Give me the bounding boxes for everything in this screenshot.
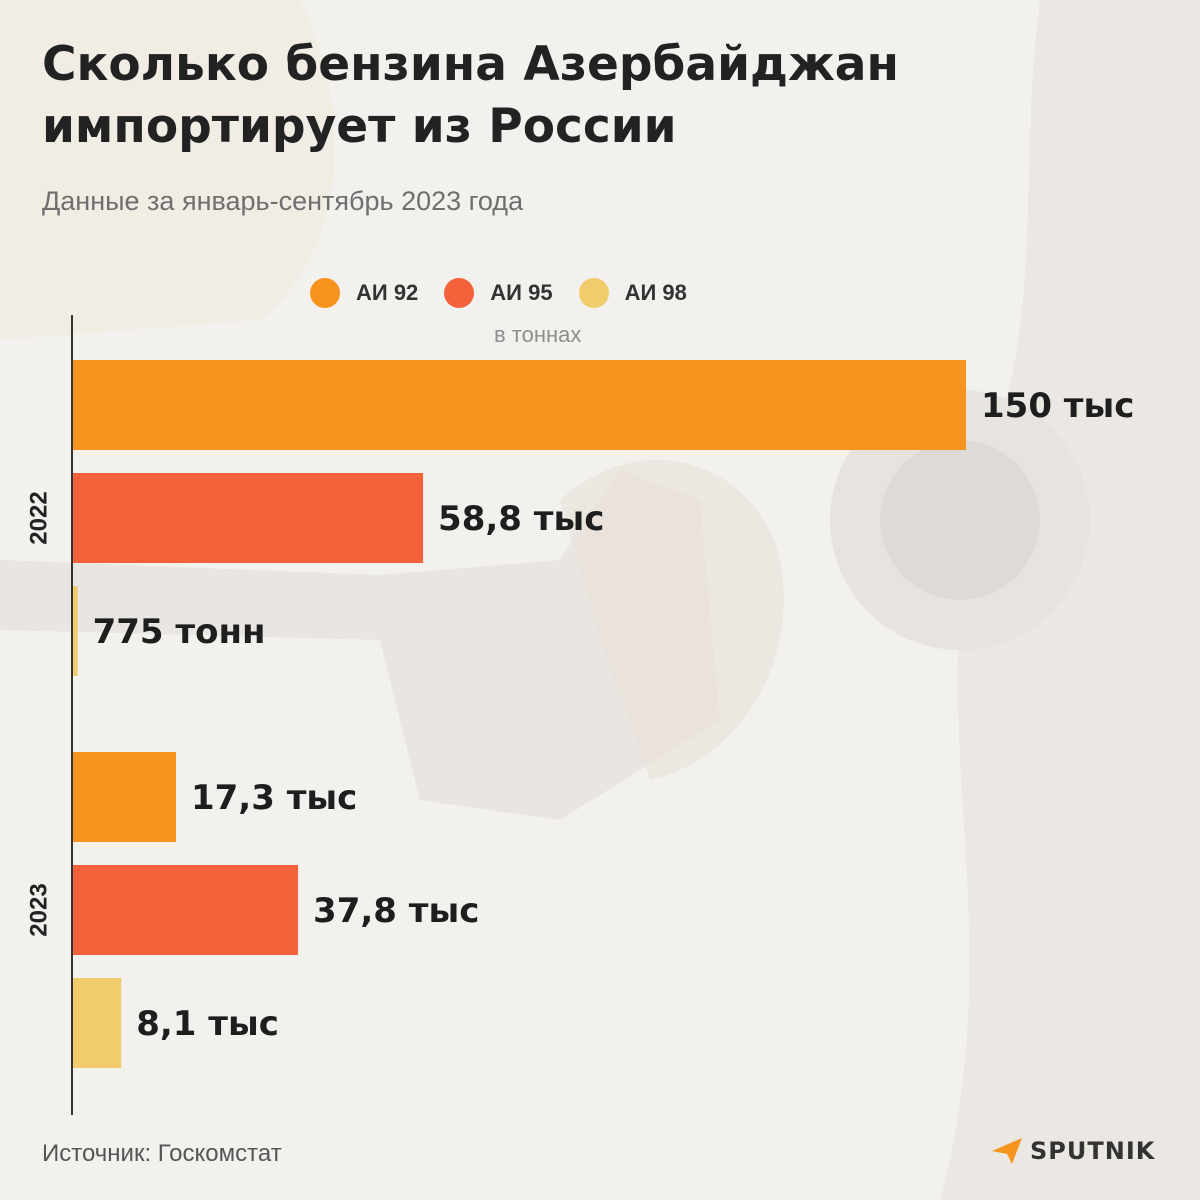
bar-value-label: 8,1 тыс xyxy=(136,1004,279,1044)
bar-value-label: 37,8 тыс xyxy=(313,891,479,931)
bar-2022-аи92 xyxy=(73,360,966,450)
bar-value-label: 17,3 тыс xyxy=(191,778,357,818)
units-label: в тоннах xyxy=(494,322,582,347)
legend-item-ai92: АИ 92 xyxy=(310,278,418,308)
source-note: Источник: Госкомстат xyxy=(42,1140,282,1167)
bar-2022-аи98 xyxy=(73,586,78,676)
legend-swatch-ai92 xyxy=(310,278,340,308)
legend-item-ai98: АИ 98 xyxy=(578,278,687,308)
legend-item-ai95: АИ 95 xyxy=(444,278,553,308)
legend-label-ai95: АИ 95 xyxy=(490,280,553,305)
bar-2022-аи95 xyxy=(73,473,424,563)
legend-swatch-ai98 xyxy=(578,278,609,308)
chart-legend: АИ 92 АИ 95 АИ 98 xyxy=(310,278,713,308)
category-label-2023: 2023 xyxy=(25,883,52,936)
page-title: Сколько бензина Азербайджан импортирует … xyxy=(42,37,899,154)
bar-value-label: 58,8 тыс xyxy=(438,499,604,539)
bar-2023-аи92 xyxy=(73,752,176,842)
bar-value-label: 775 тонн xyxy=(93,612,266,652)
bar-value-label: 150 тыс xyxy=(981,386,1134,426)
category-label-2022: 2022 xyxy=(25,491,52,544)
brand-name: SPUTNIK xyxy=(1030,1137,1156,1165)
brand-logo: SPUTNIK xyxy=(990,1136,1155,1166)
legend-swatch-ai95 xyxy=(444,278,475,308)
sputnik-logo-icon xyxy=(992,1138,1022,1164)
page-subtitle: Данные за январь-сентябрь 2023 года xyxy=(42,186,524,216)
bar-2023-аи95 xyxy=(73,865,299,955)
legend-label-ai98: АИ 98 xyxy=(624,280,687,305)
legend-label-ai92: АИ 92 xyxy=(356,280,419,305)
bar-2023-аи98 xyxy=(73,978,122,1068)
